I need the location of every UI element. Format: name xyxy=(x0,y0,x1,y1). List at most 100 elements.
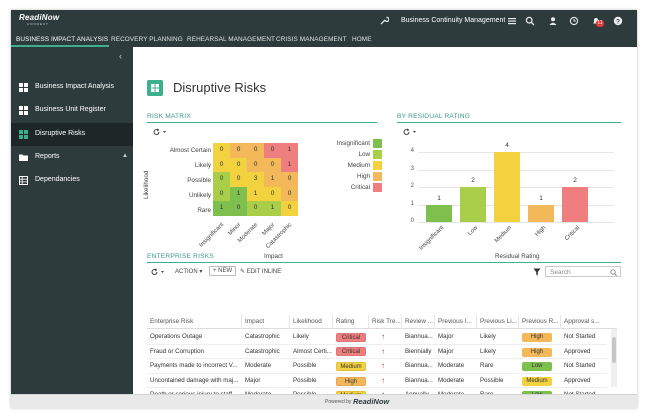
matrix-cell[interactable]: 0 xyxy=(213,186,230,201)
cell-review: Biennially xyxy=(405,347,432,355)
cell-rating: Medium xyxy=(333,359,369,374)
col-header-risk-trend[interactable]: Risk Tre... xyxy=(369,315,402,329)
matrix-cell[interactable]: 0 xyxy=(230,143,247,158)
cell-prev-impact: Major xyxy=(438,333,454,340)
readinow-logo[interactable]: ReadiNow CONNECT xyxy=(19,13,61,29)
matrix-cell[interactable]: 1 xyxy=(281,143,298,158)
menu-crisis-management[interactable]: CRISIS MANAGEMENT xyxy=(276,36,347,43)
top-bar: ReadiNow CONNECT Business Continuity Man… xyxy=(11,10,637,33)
menu-home[interactable]: HOME xyxy=(352,36,372,43)
action-menu-button[interactable]: ACTION ▾ xyxy=(175,269,203,275)
bar-insignificant[interactable] xyxy=(426,204,452,222)
matrix-cell[interactable]: 0 xyxy=(281,172,298,187)
bar-medium[interactable] xyxy=(494,152,520,222)
scrollbar-thumb[interactable] xyxy=(612,337,616,363)
matrix-cell[interactable]: 0 xyxy=(281,186,298,201)
matrix-cell[interactable]: 1 xyxy=(213,201,230,216)
cell-rating: Critical xyxy=(333,345,369,360)
cell-risk: Payments made to incorrect V... xyxy=(150,362,238,370)
cell-approval: Approved xyxy=(564,347,591,355)
active-menu-underline xyxy=(11,45,109,47)
sidebar-item-reports[interactable]: Reports ▲ xyxy=(11,146,133,169)
refresh-menu-icon[interactable] xyxy=(151,268,165,278)
history-icon[interactable] xyxy=(569,16,579,26)
menu-business-impact-analysis[interactable]: BUSINESS IMPACT ANALYSIS xyxy=(16,36,109,43)
wrench-icon[interactable] xyxy=(379,16,390,26)
matrix-cell[interactable]: 1 xyxy=(264,201,281,216)
col-header-review[interactable]: Review ... xyxy=(402,315,435,329)
col-header-rating[interactable]: Rating xyxy=(333,315,369,329)
chevron-up-icon[interactable]: ▲ xyxy=(122,153,128,159)
enterprise-risks-title: ENTERPRISE RISKS xyxy=(147,253,214,260)
search-icon[interactable] xyxy=(525,16,535,26)
col-header-approval-status[interactable]: Approval s... xyxy=(564,318,600,325)
cell-risk: Uncontained damage with maj... xyxy=(150,376,239,384)
matrix-cell[interactable]: 0 xyxy=(264,157,281,172)
cell-likelihood: Likely xyxy=(293,333,309,340)
matrix-cell[interactable]: 0 xyxy=(213,172,230,187)
table-row[interactable]: Payments made to incorrect V... Moderate P… xyxy=(147,359,607,374)
table-row[interactable]: Uncontained damage with maj... Major Possi… xyxy=(147,374,607,389)
matrix-cell[interactable]: 0 xyxy=(247,201,264,216)
refresh-menu-icon[interactable] xyxy=(403,128,417,138)
menu-recovery-planning[interactable]: RECOVERY PLANNING xyxy=(111,36,183,43)
edit-inline-button[interactable]: ✎ EDIT INLINE xyxy=(240,269,282,275)
bar-high[interactable] xyxy=(528,204,554,222)
matrix-cell[interactable]: 0 xyxy=(230,157,247,172)
module-menu: BUSINESS IMPACT ANALYSIS RECOVERY PLANNI… xyxy=(11,33,637,47)
matrix-cell[interactable]: 1 xyxy=(281,157,298,172)
cell-likelihood: Possible xyxy=(293,362,317,370)
search-input[interactable]: Search xyxy=(545,266,621,277)
table-row[interactable]: Fraud or Corruption Catastrophic Almost Ce… xyxy=(147,345,607,360)
cell-likelihood: Almost Certi... xyxy=(293,347,332,355)
matrix-cell[interactable]: 0 xyxy=(247,143,264,158)
app-switcher-label[interactable]: Business Continuity Management xyxy=(401,17,506,24)
col-header-likelihood[interactable]: Likelihood xyxy=(290,315,333,329)
matrix-cell[interactable]: 3 xyxy=(247,172,264,187)
table-row[interactable]: Operations Outage Catastrophic Likely Criti… xyxy=(147,330,607,345)
matrix-cell[interactable]: 1 xyxy=(247,186,264,201)
sidebar-item-disruptive-risks[interactable]: Disruptive Risks xyxy=(11,123,133,146)
bar-low[interactable] xyxy=(460,187,486,222)
matrix-cell[interactable]: 1 xyxy=(264,172,281,187)
help-icon[interactable]: ? xyxy=(613,16,623,26)
matrix-cell[interactable]: 1 xyxy=(230,186,247,201)
col-header-impact[interactable]: Impact xyxy=(242,315,290,329)
table-scrollbar[interactable] xyxy=(611,329,617,387)
sidebar-item-business-impact-analysis[interactable]: Business Impact Analysis xyxy=(11,76,133,99)
cell-review: Biannua... xyxy=(405,362,433,370)
notifications-icon[interactable]: 11 xyxy=(591,16,604,27)
refresh-menu-icon[interactable] xyxy=(153,128,167,138)
filter-icon[interactable] xyxy=(533,268,541,278)
matrix-cell[interactable]: 0 xyxy=(281,201,298,216)
matrix-cell[interactable]: 0 xyxy=(230,201,247,216)
matrix-cell[interactable]: 0 xyxy=(213,157,230,172)
new-button[interactable]: + NEW xyxy=(209,266,237,276)
legend-label: Low xyxy=(358,151,370,158)
matrix-cell[interactable]: 0 xyxy=(264,143,281,158)
col-header-previous-rating[interactable]: Previous R... xyxy=(519,315,561,329)
cell-trend: ↑ xyxy=(369,330,402,345)
trend-up-arrow-icon: ↑ xyxy=(381,346,385,356)
col-header-enterprise-risk[interactable]: Enterprise Risk xyxy=(147,315,242,329)
matrix-cell[interactable]: 0 xyxy=(213,143,230,158)
cell-prev-rating: Medium xyxy=(519,374,561,389)
menu-rehearsal-management[interactable]: REHEARSAL MANAGEMENT xyxy=(187,36,276,43)
col-header-previous-impact[interactable]: Previous I... xyxy=(435,315,477,329)
sidebar-item-dependancies[interactable]: Dependancies xyxy=(11,169,133,192)
apps-menu-icon[interactable] xyxy=(507,16,517,26)
legend-label: Insignificant xyxy=(336,140,370,147)
matrix-cell[interactable]: 0 xyxy=(264,186,281,201)
notification-badge: 11 xyxy=(596,20,604,27)
cell-trend: ↑ xyxy=(369,359,402,374)
matrix-cell[interactable]: 0 xyxy=(247,157,264,172)
rating-pill: Low xyxy=(522,362,552,372)
bar-critical[interactable] xyxy=(562,187,588,222)
matrix-cell[interactable]: 0 xyxy=(230,172,247,187)
legend-label: Medium xyxy=(347,162,370,169)
sidebar-item-business-unit-register[interactable]: Business Unit Register xyxy=(11,99,133,122)
collapse-sidebar-icon[interactable]: ‹ xyxy=(119,51,122,61)
user-icon[interactable] xyxy=(548,16,558,26)
col-header-previous-likelihood[interactable]: Previous Li... xyxy=(477,315,519,329)
search-placeholder: Search xyxy=(550,268,571,276)
